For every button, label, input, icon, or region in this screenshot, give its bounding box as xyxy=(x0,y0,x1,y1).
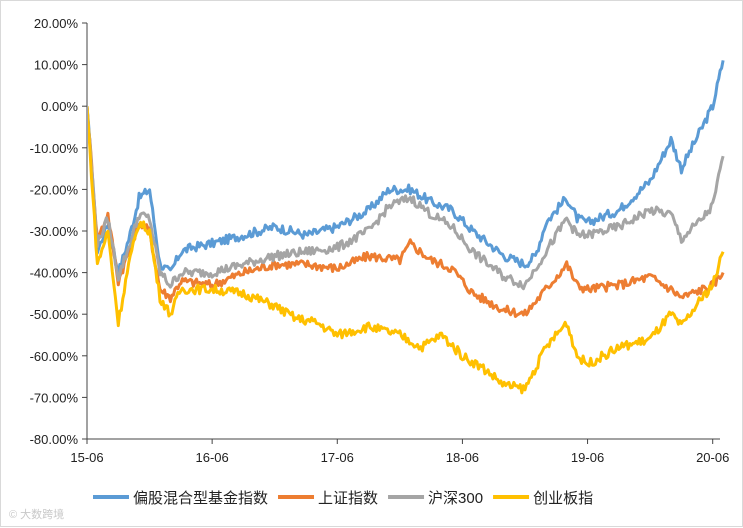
legend-label-0: 偏股混合型基金指数 xyxy=(133,490,268,507)
legend-label-2: 沪深300 xyxy=(428,490,483,507)
y-tick-label: -70.00% xyxy=(30,390,79,405)
legend-label-3: 创业板指 xyxy=(533,489,593,507)
x-tick-label: 16-06 xyxy=(196,450,229,465)
y-tick-label: 10.00% xyxy=(34,58,79,73)
series-line-2 xyxy=(88,106,725,291)
y-tick-label: -10.00% xyxy=(30,141,79,156)
x-tick-label: 18-06 xyxy=(446,450,479,465)
y-tick-label: 0.00% xyxy=(41,99,78,114)
series-line-1 xyxy=(88,106,725,318)
x-tick-label: 17-06 xyxy=(321,450,354,465)
y-tick-label: -40.00% xyxy=(30,266,79,281)
y-tick-label: -20.00% xyxy=(30,182,79,197)
y-tick-label: -50.00% xyxy=(30,307,79,322)
x-tick-label: 19-06 xyxy=(571,450,604,465)
legend-label-1: 上证指数 xyxy=(318,490,378,507)
y-tick-label: -80.00% xyxy=(30,432,79,447)
y-tick-label: 20.00% xyxy=(34,16,79,31)
series-line-3 xyxy=(88,106,725,395)
series-line-0 xyxy=(88,60,725,279)
watermark: © 大数跨境 xyxy=(9,509,65,521)
y-tick-label: -30.00% xyxy=(30,224,79,239)
x-tick-label: 20-06 xyxy=(696,450,729,465)
y-tick-label: -60.00% xyxy=(30,349,79,364)
x-tick-label: 15-06 xyxy=(70,450,103,465)
